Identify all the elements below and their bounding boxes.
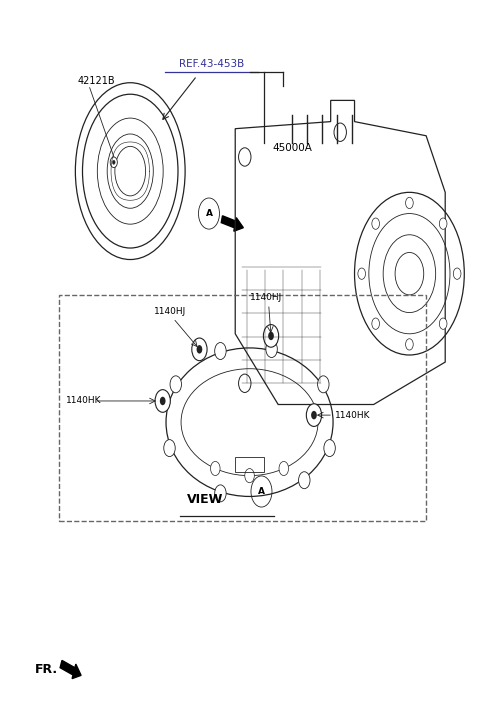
Text: 1140HJ: 1140HJ xyxy=(154,307,186,316)
Circle shape xyxy=(239,148,251,166)
Text: 1140HK: 1140HK xyxy=(66,396,101,405)
Circle shape xyxy=(334,123,347,141)
Circle shape xyxy=(245,469,254,483)
Circle shape xyxy=(112,160,115,164)
Circle shape xyxy=(406,339,413,350)
Circle shape xyxy=(264,324,279,347)
Circle shape xyxy=(192,338,207,361)
Circle shape xyxy=(318,376,329,393)
Circle shape xyxy=(268,332,274,340)
Circle shape xyxy=(155,390,170,413)
Circle shape xyxy=(311,411,317,420)
Circle shape xyxy=(164,439,175,457)
Text: 1140HJ: 1140HJ xyxy=(250,293,282,302)
Circle shape xyxy=(439,318,447,329)
Circle shape xyxy=(279,462,288,476)
Text: 1140HK: 1140HK xyxy=(336,410,371,420)
Circle shape xyxy=(215,342,226,359)
Circle shape xyxy=(324,439,336,457)
Circle shape xyxy=(170,376,181,393)
Circle shape xyxy=(439,218,447,229)
Text: VIEW: VIEW xyxy=(187,493,223,506)
Circle shape xyxy=(372,218,380,229)
Text: FR.: FR. xyxy=(35,663,58,676)
Circle shape xyxy=(160,397,166,405)
Circle shape xyxy=(299,471,310,488)
Circle shape xyxy=(215,485,226,502)
Text: REF.43-453B: REF.43-453B xyxy=(179,59,244,69)
Text: 42121B: 42121B xyxy=(78,76,115,86)
Circle shape xyxy=(110,157,117,168)
Circle shape xyxy=(266,341,277,358)
Circle shape xyxy=(211,462,220,476)
Text: 45000A: 45000A xyxy=(273,143,312,153)
Text: A: A xyxy=(205,209,213,218)
Text: A: A xyxy=(258,487,265,496)
Circle shape xyxy=(197,345,202,354)
Circle shape xyxy=(406,197,413,209)
Circle shape xyxy=(358,268,365,279)
Circle shape xyxy=(372,318,380,329)
Circle shape xyxy=(453,268,461,279)
Circle shape xyxy=(239,374,251,393)
FancyArrow shape xyxy=(221,216,243,231)
FancyArrow shape xyxy=(60,660,81,679)
Circle shape xyxy=(306,404,322,427)
